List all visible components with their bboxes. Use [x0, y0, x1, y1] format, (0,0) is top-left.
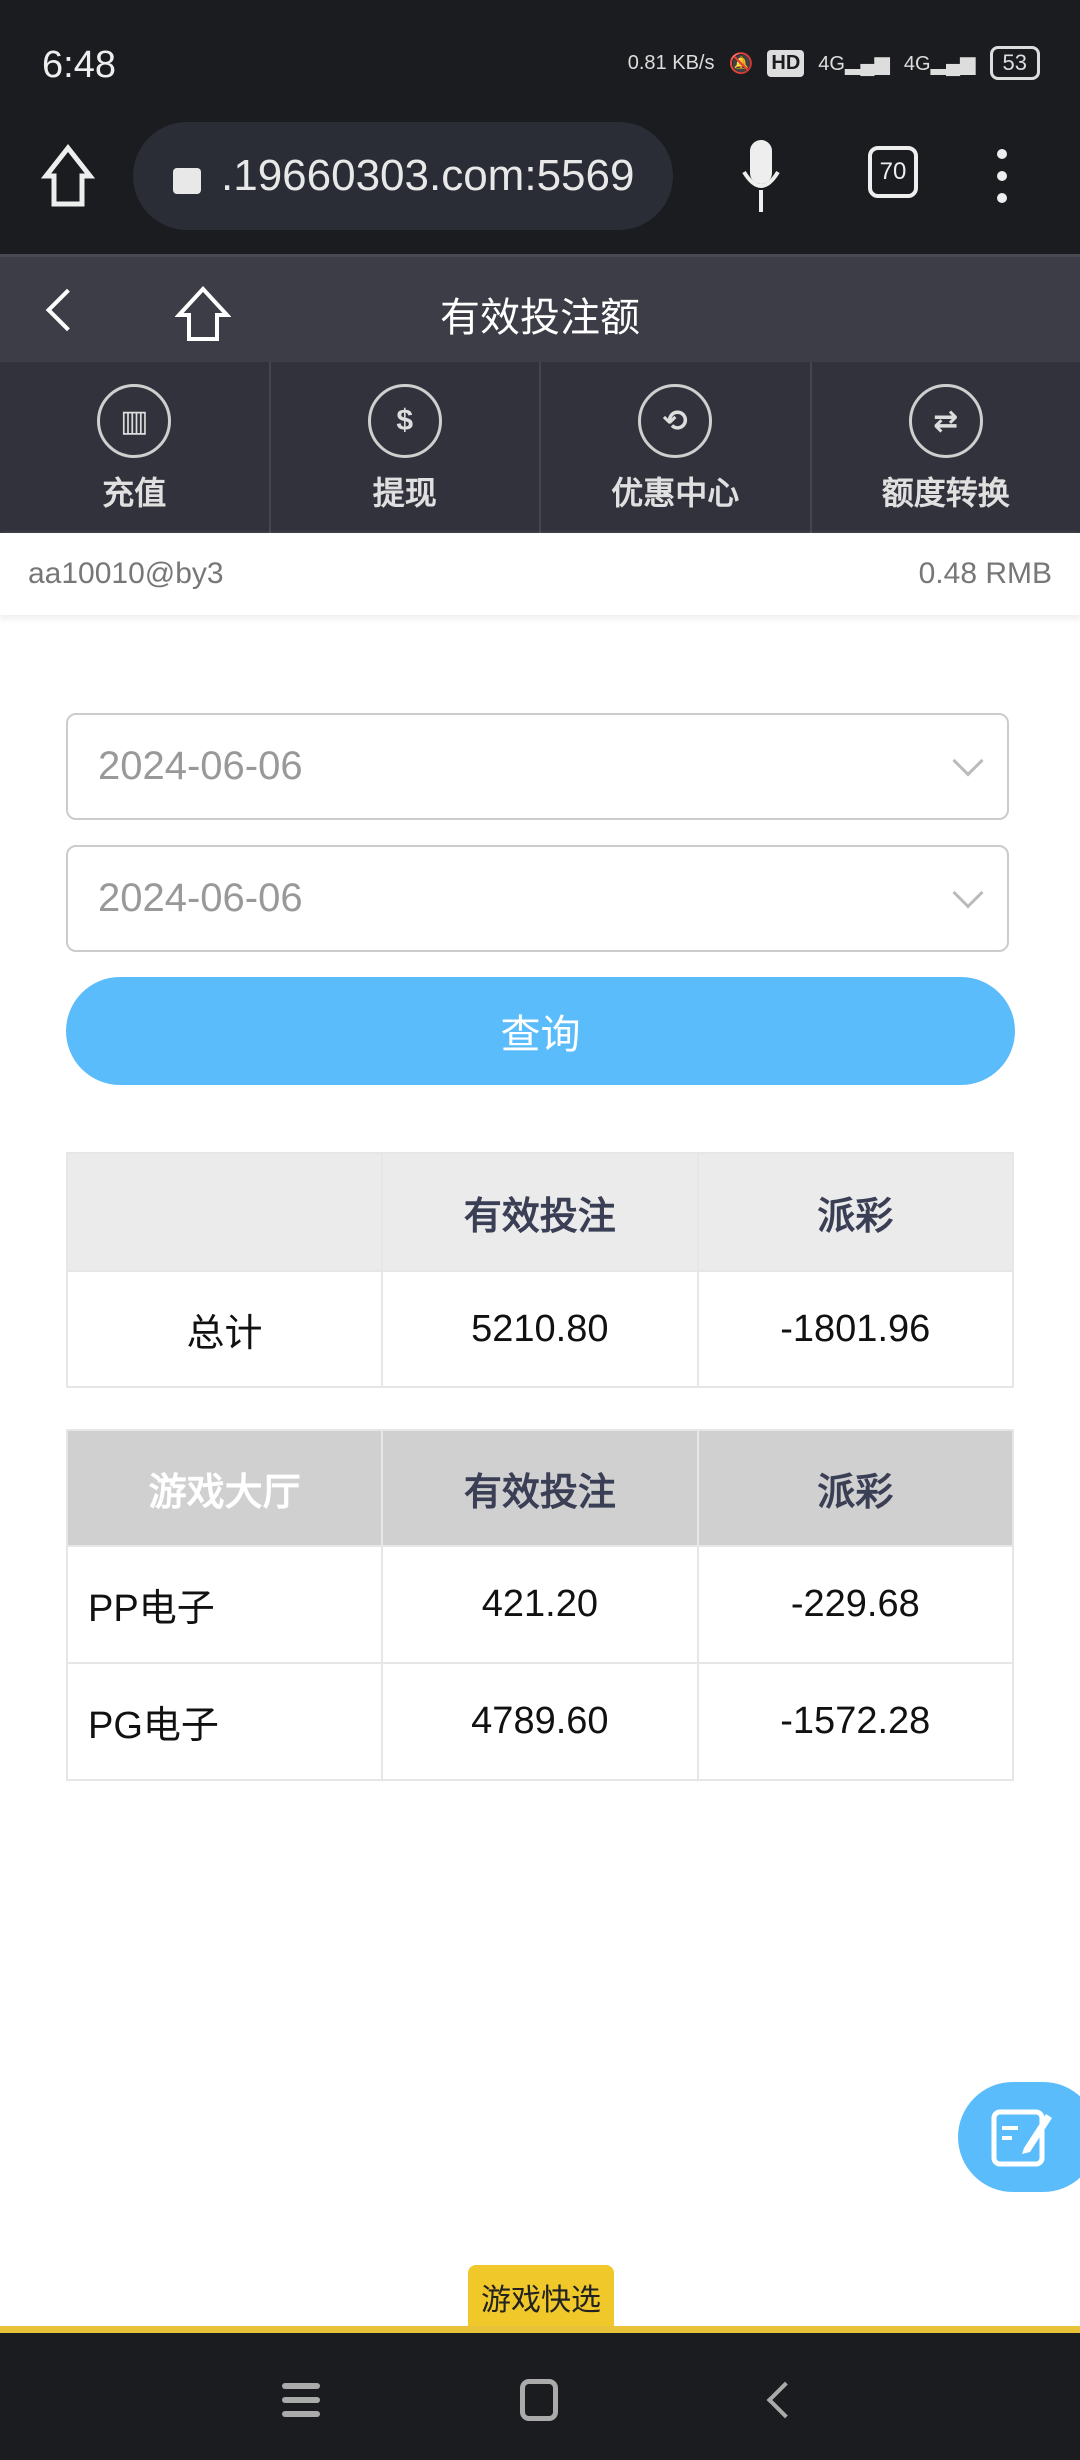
balance: 0.48 RMB: [918, 557, 1052, 590]
table-row: 总计 5210.80 -1801.96: [65, 1270, 1015, 1388]
mute-icon: 🔕: [728, 52, 754, 75]
deposit-icon: ▥: [97, 384, 172, 458]
signal-icon: 4G▂▄▆: [903, 52, 976, 75]
signal-icon: 4G▂▄▆: [818, 52, 890, 75]
nav-deposit[interactable]: ▥ 充值: [0, 362, 271, 533]
transfer-icon: ⇄: [908, 384, 983, 458]
battery-icon: 53: [989, 46, 1040, 80]
net-speed: 0.81 KB/s: [627, 51, 715, 74]
withdraw-icon: $: [367, 384, 442, 458]
nav-withdraw[interactable]: $ 提现: [271, 362, 541, 533]
page-header: 有效投注额: [0, 254, 1080, 362]
page-title: 有效投注额: [440, 296, 640, 340]
system-nav-bar: [0, 2333, 1080, 2460]
nav-transfer[interactable]: ⇄ 额度转换: [812, 362, 1080, 533]
query-button[interactable]: 查询: [66, 977, 1015, 1085]
lock-icon: [173, 168, 201, 194]
divider: [0, 2326, 1080, 2333]
table-header: 游戏大厅 有效投注 派彩: [65, 1429, 1015, 1547]
detail-table: 游戏大厅 有效投注 派彩 PP电子 421.20 -229.68 PG电子 4789.60…: [65, 1429, 1015, 1781]
tabs-button[interactable]: 70: [868, 146, 918, 198]
end-date-select[interactable]: 2024-06-06: [66, 845, 1009, 952]
edit-fab[interactable]: [958, 2082, 1080, 2192]
home-icon[interactable]: [38, 142, 98, 212]
game-quick-select-tab[interactable]: 游戏快选: [468, 2265, 614, 2328]
table-header: 有效投注 派彩: [65, 1152, 1015, 1272]
status-icons: 0.81 KB/s 🔕 HD 4G▂▄▆ 4G▂▄▆ 53: [628, 46, 1040, 80]
promo-icon: ⟲: [638, 384, 713, 458]
home-icon[interactable]: [175, 285, 231, 343]
edit-note-icon: [991, 2109, 1052, 2167]
nav-promo[interactable]: ⟲ 优惠中心: [541, 362, 812, 533]
username: aa10010@by3: [28, 557, 224, 590]
user-info: aa10010@by3 0.48 RMB: [0, 533, 1080, 615]
table-row: PP电子 421.20 -229.68: [65, 1545, 1015, 1664]
home-icon[interactable]: [520, 2379, 558, 2421]
clock: 6:48: [42, 44, 116, 86]
chevron-down-icon: [952, 744, 984, 777]
mic-icon[interactable]: [736, 132, 786, 222]
chevron-down-icon: [952, 876, 984, 909]
start-date-select[interactable]: 2024-06-06: [66, 713, 1009, 820]
more-menu-icon[interactable]: [990, 146, 1014, 206]
recent-apps-icon[interactable]: [282, 2383, 320, 2417]
url-text: .19660303.com:5569: [221, 151, 635, 200]
url-bar[interactable]: .19660303.com:5569: [133, 122, 673, 230]
browser-toolbar: .19660303.com:5569 70: [0, 120, 1080, 254]
quick-nav: ▥ 充值 $ 提现 ⟲ 优惠中心 ⇄ 额度转换: [0, 362, 1080, 533]
summary-table: 有效投注 派彩 总计 5210.80 -1801.96: [65, 1152, 1015, 1388]
status-bar: 6:48 0.81 KB/s 🔕 HD 4G▂▄▆ 4G▂▄▆ 53: [0, 0, 1080, 120]
back-icon[interactable]: [766, 2381, 804, 2419]
hd-icon: HD: [767, 49, 805, 77]
table-row: PG电子 4789.60 -1572.28: [65, 1662, 1015, 1781]
